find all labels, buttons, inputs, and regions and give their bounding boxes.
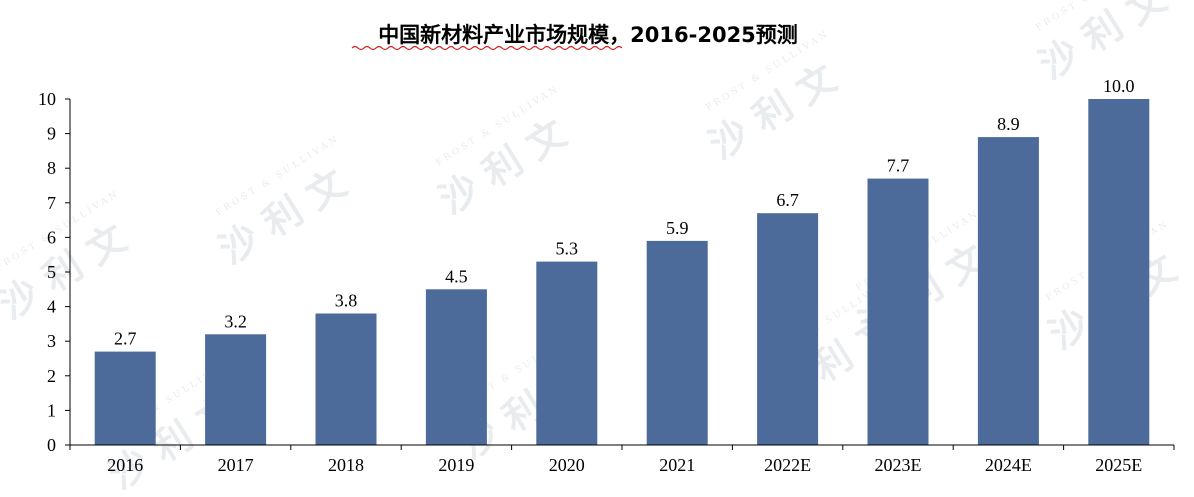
data-label-2021: 5.9 [666, 218, 689, 238]
x-tick-label-2022E: 2022E [764, 455, 811, 475]
y-tick-label-5: 5 [47, 262, 56, 282]
data-label-2019: 4.5 [445, 266, 468, 286]
y-tick-label-8: 8 [47, 158, 56, 178]
data-label-2020: 5.3 [556, 239, 579, 259]
data-label-group: 2.7 3.2 3.8 4.5 5.3 5.9 6.7 7.7 8.9 10.0 [114, 76, 1135, 349]
x-tick-label-2016: 2016 [107, 455, 143, 475]
bar-2019 [425, 289, 487, 445]
x-tick-label-2024E: 2024E [985, 455, 1032, 475]
data-label-2016: 2.7 [114, 329, 137, 349]
title-underline [351, 45, 623, 51]
data-label-2022E: 6.7 [776, 190, 799, 210]
bar-2022E [757, 213, 819, 445]
y-tick-label-0: 0 [47, 435, 56, 455]
bar-2020 [536, 261, 598, 445]
x-tick-label-2019: 2019 [438, 455, 474, 475]
data-label-2024E: 8.9 [997, 114, 1020, 134]
axes-group: 2016 2017 2018 2019 2020 2021 2022E 2023E 2024E 2… [38, 89, 1175, 475]
y-tick-label-6: 6 [47, 227, 56, 247]
x-tick-label-2020: 2020 [549, 455, 585, 475]
x-tick-label-2025E: 2025E [1095, 455, 1142, 475]
x-tick-label-2023E: 2023E [875, 455, 922, 475]
data-label-2017: 3.2 [224, 311, 247, 331]
chart-title: 中国新材料产业市场规模，2016-2025预测 [378, 23, 798, 47]
y-tick-label-4: 4 [47, 297, 56, 317]
y-tick-label-7: 7 [47, 193, 56, 213]
data-label-2023E: 7.7 [887, 156, 910, 176]
y-tick-label-1: 1 [47, 400, 56, 420]
x-tick-label-2018: 2018 [328, 455, 364, 475]
bar-2024E [977, 137, 1039, 445]
y-tick-label-2: 2 [47, 366, 56, 386]
x-tick-label-2017: 2017 [218, 455, 254, 475]
bar-2021 [646, 240, 708, 445]
bar-2023E [867, 178, 929, 445]
y-tick-label-10: 10 [38, 89, 56, 109]
bar-2016 [94, 351, 156, 445]
bar-2017 [205, 334, 267, 445]
bar-2025E [1088, 99, 1150, 445]
y-tick-label-3: 3 [47, 331, 56, 351]
data-label-2025E: 10.0 [1103, 76, 1135, 96]
x-tick-label-2021: 2021 [659, 455, 695, 475]
y-tick-label-9: 9 [47, 124, 56, 144]
data-label-2018: 3.8 [335, 291, 358, 311]
bar-group [94, 99, 1150, 445]
bar-2018 [315, 313, 377, 445]
